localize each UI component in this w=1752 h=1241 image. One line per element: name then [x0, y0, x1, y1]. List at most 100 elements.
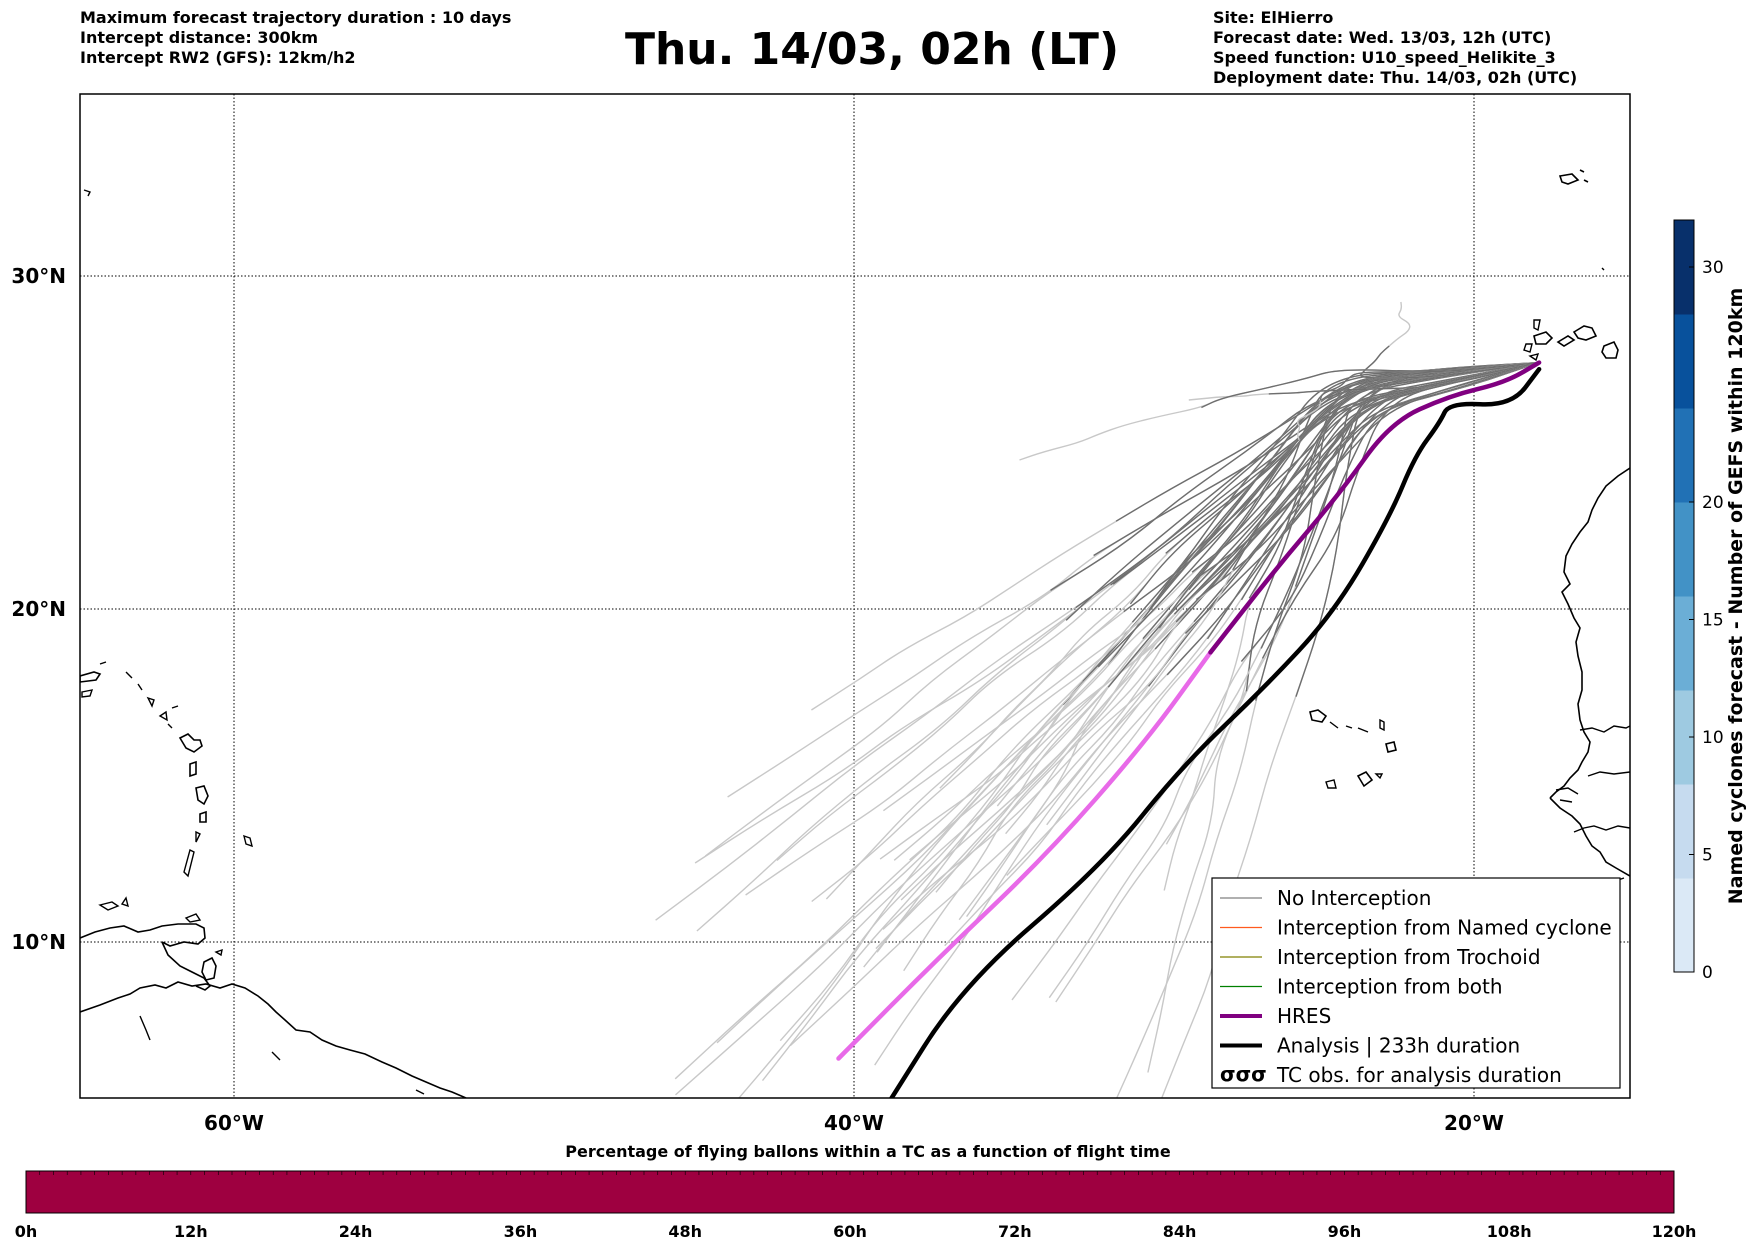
island-puerto-rico-2 [81, 689, 94, 698]
flight-time-tick-label: 120h [1652, 1222, 1697, 1241]
header-left: Maximum forecast trajectory duration : 1… [80, 8, 511, 68]
legend-label: Interception from Named cyclone [1277, 916, 1612, 940]
colorbar-segment [1674, 878, 1694, 973]
legend-label: No Interception [1277, 886, 1431, 910]
ensemble-trajectory [1294, 361, 1540, 587]
flight-time-bar-title: Percentage of flying ballons within a TC… [565, 1142, 1171, 1161]
page-title-text: Thu. 14/03, 02h (LT) [624, 24, 1120, 75]
coast-paria [161, 941, 212, 991]
island-st-vincent [183, 830, 201, 878]
island-montserrat [83, 189, 179, 729]
coast-venezuela-north [80, 923, 206, 947]
ensemble-trajectory [1148, 361, 1540, 611]
island-la-palma [1533, 319, 1541, 332]
flight-time-tick-label: 12h [174, 1222, 208, 1241]
coastlines [80, 169, 1630, 1098]
island-santo-antao [1309, 709, 1328, 723]
island-savage [1601, 267, 1605, 271]
flight-time-tick-label: 84h [1163, 1222, 1197, 1241]
island-curacao [98, 901, 120, 911]
flight-time-tick-label: 108h [1487, 1222, 1532, 1241]
coast-africa [1549, 467, 1630, 799]
coast-africa-west [1549, 797, 1630, 877]
header-max-duration: Maximum forecast trajectory duration : 1… [80, 8, 512, 27]
flight-time-tick-label: 48h [668, 1222, 702, 1241]
header-speed-function: Speed function: U10_speed_Helikite_3 [1213, 48, 1556, 67]
island-virgin [99, 661, 143, 691]
lon-tick-label: 20°W [1444, 1111, 1504, 1135]
island-boa-vista [1385, 741, 1397, 753]
coast-africa-bissau [1555, 787, 1579, 803]
flight-time-tick-label: 36h [504, 1222, 538, 1241]
trajectories [655, 301, 1542, 1098]
island-madeira [1558, 169, 1589, 185]
island-margarita [184, 913, 202, 923]
lon-tick-label: 40°W [824, 1111, 884, 1135]
island-st-lucia [199, 810, 207, 823]
flight-time-bar-fill [25, 1170, 1675, 1214]
flight-time-tick-label: 96h [1328, 1222, 1362, 1241]
ensemble-trajectory [1195, 361, 1540, 601]
legend-label: Interception from Trochoid [1277, 945, 1541, 969]
legend-label: Analysis | 233h duration [1277, 1034, 1520, 1058]
header-site: Site: ElHierro [1213, 8, 1334, 27]
island-santiago [1356, 770, 1374, 788]
colorbar-tick-label: 30 [1702, 258, 1724, 278]
colorbar-tick-label: 15 [1702, 611, 1724, 631]
hres-trajectory [1208, 360, 1542, 655]
island-bonaire [120, 896, 129, 908]
colorbar-segment [1674, 502, 1694, 597]
flight-time-bar: Percentage of flying ballons within a TC… [15, 1142, 1697, 1241]
header-intercept-distance: Intercept distance: 300km [80, 28, 319, 47]
colorbar-tick-label: 0 [1702, 963, 1713, 983]
colorbar-frame [1673, 219, 1695, 973]
ensemble-trajectory [1173, 361, 1540, 615]
island-barbados [243, 834, 253, 848]
island-dominica [189, 760, 197, 778]
analysis-trajectory [888, 366, 1542, 1098]
page-title: Thu. 14/03, 02h (LT) [0, 24, 1752, 75]
colorbar-segment [1674, 690, 1694, 785]
lon-tick-label: 60°W [204, 1111, 264, 1135]
flight-time-tick-label: 24h [339, 1222, 373, 1241]
colorbar-segment [1674, 784, 1694, 879]
legend-box [1211, 877, 1621, 1089]
lat-tick-label: 10°N [11, 930, 66, 954]
island-trinidad [201, 956, 217, 981]
flight-time-tick-label: 72h [998, 1222, 1032, 1241]
island-martinique [195, 785, 209, 806]
colorbar-segment [1674, 314, 1694, 409]
island-la-gomera [1523, 343, 1533, 353]
axis-labels: 60°W 40°W 20°W 10°N 20°N 30°N [11, 264, 1504, 1135]
header-right: Site: ElHierro Forecast date: Wed. 13/03… [1213, 8, 1577, 88]
island-fuerteventura [1556, 335, 1576, 347]
header-intercept-rw2: Intercept RW2 (GFS): 12km/h2 [80, 48, 356, 67]
ensemble-trajectory [1360, 345, 1540, 379]
ensemble-trajectory [1158, 361, 1540, 629]
tc-obs-icon: σσσ [1220, 1062, 1267, 1086]
coast-africa-senegal [1579, 725, 1630, 777]
header-deployment-date: Deployment date: Thu. 14/03, 02h (UTC) [1213, 68, 1578, 87]
lat-tick-label: 20°N [11, 597, 66, 621]
legend-label: HRES [1277, 1004, 1331, 1028]
island-anguilla [146, 696, 168, 722]
island-gran-canaria [1601, 340, 1619, 359]
ensemble-trajectory [1319, 361, 1540, 401]
header-forecast-date: Forecast date: Wed. 13/03, 12h (UTC) [1213, 28, 1552, 47]
colorbar-title: Named cyclones forecast - Number of GEFS… [1725, 288, 1747, 905]
ensemble-trajectory [1245, 361, 1540, 692]
ensemble-trajectory [1165, 361, 1540, 554]
hres-trajectory-tail [836, 650, 1213, 1061]
island-fogo [1325, 773, 1384, 789]
colorbar-segment [1674, 220, 1694, 315]
island-tenerife [1533, 331, 1554, 345]
coast-south-america [80, 981, 467, 1098]
colorbar-tick-label: 5 [1702, 846, 1713, 866]
colorbar-segment [1674, 408, 1694, 503]
island-guadeloupe [178, 733, 203, 753]
map-frame [79, 93, 1631, 1099]
colorbar-segment [1674, 596, 1694, 691]
legend-label: Interception from both [1277, 975, 1503, 999]
